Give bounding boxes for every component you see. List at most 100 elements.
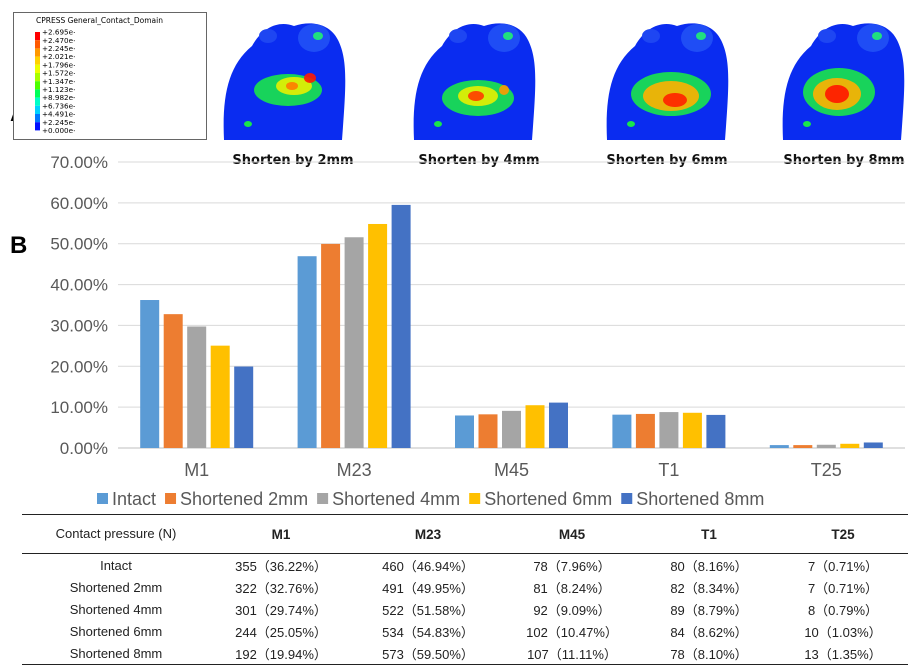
bar-m1-series-5 (234, 366, 254, 448)
foot-label-8mm: Shorten by 8mm (783, 153, 905, 168)
table-cell: 92（9.09%） (533, 602, 611, 618)
pressure-hotspot (434, 121, 442, 127)
bar-t25-series-1 (769, 445, 789, 448)
bar-m23-series-4 (368, 223, 388, 448)
legend-value-label: +2.245e+00 (42, 44, 75, 53)
bar-t25-series-3 (816, 444, 836, 448)
toe-hotspot (696, 32, 706, 40)
foot-label-4mm: Shorten by 4mm (418, 153, 540, 168)
table-header-cell: M23 (352, 514, 504, 554)
table-cell: 491（49.95%） (382, 580, 474, 596)
bar-m23-series-3 (344, 237, 364, 448)
legend-color-swatch (35, 97, 40, 106)
table-cell: 534（54.83%） (382, 624, 474, 640)
bar-t25-series-4 (840, 443, 860, 448)
table-header-row: Contact pressure (N) M1 M23 M45 T1 T25 (22, 514, 908, 554)
y-tick-label: 10.00% (50, 398, 108, 417)
table-cell: 7（0.71%） (807, 580, 879, 596)
bar-t1-series-3 (659, 412, 679, 448)
bar-t1-series-2 (635, 413, 655, 448)
table-row: Shortened 6mm 244（25.05%） 534（54.83%） 102（1… (22, 620, 908, 642)
toe-region (642, 29, 660, 43)
pressure-hotspot (803, 121, 811, 127)
contour-legend-title: CPRESS General_Contact_Domain (36, 16, 163, 25)
table-cell: 192（19.94%） (210, 642, 352, 665)
legend-label: Intact (112, 489, 156, 509)
legend-color-swatch (35, 122, 40, 131)
bar-chart: 0.00% 10.00% 20.00% 30.00% 40.00% 50.00% 60.00… (50, 153, 905, 509)
table-cell: 102（10.47%） (526, 624, 618, 640)
y-tick-label: 0.00% (60, 439, 108, 458)
table-cell: 522（51.58%） (382, 602, 474, 618)
legend-label: Shortened 2mm (180, 489, 308, 509)
table-cell: 322（32.76%） (235, 580, 327, 596)
pressure-hotspot (825, 85, 849, 103)
table-header-cell: T1 (640, 514, 778, 554)
legend-value-label: +2.021e+00 (42, 52, 75, 61)
legend-value-label: +1.347e+00 (42, 77, 75, 86)
bar-m45-series-2 (478, 414, 498, 448)
row-label: Shortened 6mm (69, 623, 163, 639)
bar-m1-series-2 (163, 314, 183, 448)
y-tick-label: 60.00% (50, 194, 108, 213)
legend-color-swatch (35, 40, 40, 49)
foot-label-6mm: Shorten by 6mm (606, 153, 728, 168)
toe-region (818, 29, 836, 43)
legend-color-swatch (35, 89, 40, 98)
legend-color-swatch (35, 73, 40, 82)
bar-m1-series-4 (210, 345, 230, 448)
panel-label-b: B (10, 232, 28, 259)
legend-color-swatch (35, 32, 40, 41)
foot-pressure-image-6mm (606, 23, 729, 140)
table-header-cell: T25 (778, 514, 908, 554)
bar-m23-series-2 (321, 243, 341, 448)
toe-region (449, 29, 467, 43)
legend-value-label: +0.000e+00 (42, 126, 75, 135)
table-header-cell: M1 (210, 514, 352, 554)
table-cell: 78（7.96%） (533, 558, 611, 574)
table-row: Shortened 2mm 322（32.76%） 491（49.95%） 81（8.… (22, 576, 908, 598)
foot-pressure-image-2mm (223, 23, 346, 140)
legend-color-swatch (35, 81, 40, 90)
legend-swatch (621, 493, 633, 504)
table-body: Intact 355（36.22%） 460（46.94%） 78（7.96%） 80（… (22, 554, 908, 665)
table-cell: 7（0.71%） (807, 558, 879, 574)
legend-swatch (469, 493, 481, 504)
y-tick-label: 20.00% (50, 357, 108, 376)
legend-swatch (165, 493, 177, 504)
table-cell: 78（8.10%） (640, 642, 778, 665)
bar-m1-series-3 (187, 326, 207, 448)
bar-m45-series-4 (525, 405, 545, 448)
pressure-hotspot (244, 121, 252, 127)
table-cell: 244（25.05%） (235, 624, 327, 640)
legend-value-label: +2.245e-01 (42, 118, 75, 127)
legend-swatch (97, 493, 108, 504)
row-label: Shortened 8mm (22, 642, 210, 665)
table-row: Shortened 4mm 301（29.74%） 522（51.58%） 92（9.… (22, 598, 908, 620)
x-tick-label: T1 (658, 460, 679, 480)
legend-value-label: +1.123e+00 (42, 85, 75, 94)
legend-value-label: +2.470e+00 (42, 36, 75, 45)
legend-value-label: +1.572e+00 (42, 69, 75, 78)
legend-value-label: +2.695e+00 (42, 29, 75, 37)
pressure-hotspot (627, 121, 635, 127)
toe-region (259, 29, 277, 43)
foot-pressure-image-4mm (413, 23, 536, 140)
legend-value-label: +4.491e-01 (42, 110, 75, 119)
table-cell: 301（29.74%） (235, 602, 327, 618)
table-row: Shortened 8mm 192（19.94%） 573（59.50%） 107（1… (22, 642, 908, 665)
table-header-cell: M45 (504, 514, 640, 554)
contour-legend: CPRESS General_Contact_Domain +2.695e+00… (13, 12, 207, 140)
x-tick-label: M1 (184, 460, 209, 480)
bar-t1-series-1 (612, 414, 632, 448)
table-cell: 8（0.79%） (807, 602, 879, 618)
x-tick-label: M23 (337, 460, 372, 480)
legend-color-swatch (35, 48, 40, 57)
bar-t1-series-5 (706, 414, 726, 448)
table-row: Intact 355（36.22%） 460（46.94%） 78（7.96%） 80（… (22, 554, 908, 577)
table-cell: 10（1.03%） (804, 624, 882, 640)
table-cell: 80（8.16%） (670, 558, 748, 574)
legend-swatch (317, 493, 329, 504)
table-cell: 82（8.34%） (670, 580, 748, 596)
bar-m23-series-5 (391, 204, 411, 448)
